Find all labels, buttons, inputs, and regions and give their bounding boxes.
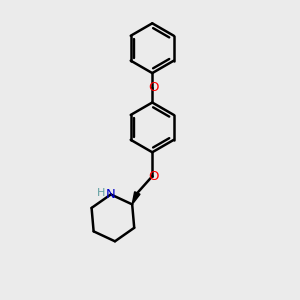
Text: N: N <box>106 188 116 201</box>
Polygon shape <box>132 192 140 204</box>
Text: O: O <box>148 81 158 94</box>
Text: O: O <box>148 170 158 183</box>
Text: H: H <box>97 188 105 198</box>
